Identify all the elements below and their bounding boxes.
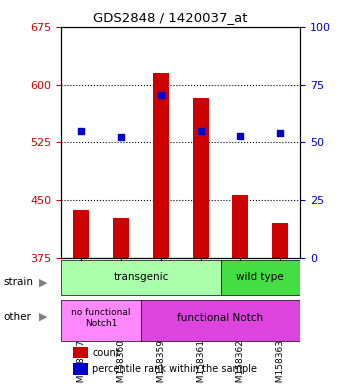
Text: transgenic: transgenic: [113, 271, 169, 281]
Bar: [233, 195, 248, 258]
Text: no functional
Notch1: no functional Notch1: [71, 308, 131, 328]
Text: count: count: [92, 348, 120, 358]
Point: [278, 130, 283, 136]
Bar: [272, 223, 288, 258]
Text: ▶: ▶: [39, 312, 48, 322]
FancyBboxPatch shape: [141, 300, 300, 341]
Point: [78, 127, 84, 134]
Text: GDS2848 / 1420037_at: GDS2848 / 1420037_at: [93, 12, 248, 25]
Bar: [73, 347, 88, 358]
Text: strain: strain: [3, 277, 33, 287]
Text: wild type: wild type: [237, 271, 284, 281]
Text: ▶: ▶: [39, 277, 48, 287]
Bar: [73, 363, 88, 375]
Bar: [193, 98, 209, 258]
Point: [158, 92, 164, 98]
Point: [118, 134, 124, 140]
FancyBboxPatch shape: [61, 300, 141, 341]
Point: [238, 133, 243, 139]
Bar: [113, 218, 129, 258]
Bar: [153, 73, 169, 258]
Text: other: other: [3, 312, 31, 322]
FancyBboxPatch shape: [61, 260, 221, 295]
Text: percentile rank within the sample: percentile rank within the sample: [92, 364, 257, 374]
Text: functional Notch: functional Notch: [177, 313, 264, 323]
Bar: [73, 210, 89, 258]
Point: [198, 127, 203, 134]
FancyBboxPatch shape: [221, 260, 300, 295]
